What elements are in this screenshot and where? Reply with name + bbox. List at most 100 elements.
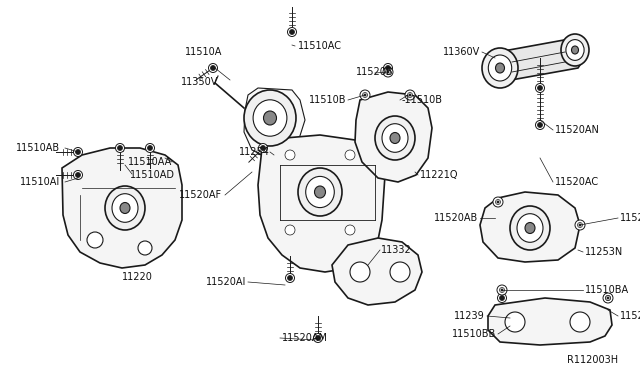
Polygon shape [258, 135, 385, 272]
Text: 11520AC: 11520AC [555, 177, 599, 187]
Text: 11239: 11239 [454, 311, 485, 321]
Circle shape [383, 67, 393, 77]
Circle shape [497, 285, 507, 295]
Ellipse shape [482, 48, 518, 88]
Ellipse shape [314, 186, 326, 198]
Ellipse shape [264, 111, 276, 125]
Circle shape [536, 121, 545, 129]
Polygon shape [332, 238, 422, 305]
Text: 11520A: 11520A [620, 311, 640, 321]
Circle shape [285, 225, 295, 235]
Ellipse shape [561, 34, 589, 66]
Circle shape [345, 150, 355, 160]
Polygon shape [62, 148, 182, 268]
Circle shape [500, 289, 503, 291]
Polygon shape [480, 192, 580, 262]
Circle shape [259, 144, 268, 153]
Circle shape [147, 145, 152, 151]
Text: 11510AI: 11510AI [20, 177, 60, 187]
Circle shape [74, 148, 83, 157]
Circle shape [360, 90, 370, 100]
Circle shape [408, 93, 413, 97]
Circle shape [362, 93, 367, 97]
Ellipse shape [525, 222, 535, 234]
Text: 11520AM: 11520AM [282, 333, 328, 343]
Text: 11510AC: 11510AC [298, 41, 342, 51]
Text: 11520B: 11520B [356, 67, 394, 77]
Text: 11520AB: 11520AB [434, 213, 478, 223]
Ellipse shape [572, 46, 579, 54]
Ellipse shape [382, 124, 408, 152]
Circle shape [209, 64, 218, 73]
Ellipse shape [495, 63, 504, 73]
Circle shape [350, 262, 370, 282]
Circle shape [115, 144, 125, 153]
Ellipse shape [120, 202, 130, 214]
Circle shape [76, 173, 81, 177]
Text: 11360V: 11360V [443, 47, 480, 57]
Circle shape [118, 145, 122, 151]
Ellipse shape [298, 168, 342, 216]
Circle shape [499, 288, 504, 292]
Text: 11510BB: 11510BB [452, 329, 496, 339]
Text: 11510A: 11510A [185, 47, 222, 57]
Text: 11332: 11332 [381, 245, 412, 255]
Circle shape [138, 241, 152, 255]
Circle shape [603, 293, 613, 303]
Ellipse shape [510, 206, 550, 250]
Circle shape [383, 64, 392, 73]
Circle shape [499, 295, 504, 301]
Text: 11350V: 11350V [180, 77, 218, 87]
Circle shape [575, 220, 585, 230]
Circle shape [579, 224, 581, 226]
Circle shape [390, 262, 410, 282]
Text: 11520AF: 11520AF [179, 190, 222, 200]
Text: -11510B: -11510B [402, 95, 443, 105]
Text: 11510AD: 11510AD [130, 170, 175, 180]
Circle shape [538, 86, 543, 90]
Circle shape [74, 170, 83, 180]
Circle shape [211, 65, 216, 71]
Circle shape [409, 94, 412, 96]
Ellipse shape [390, 132, 400, 144]
Circle shape [605, 295, 611, 301]
Text: 11510BA: 11510BA [585, 285, 629, 295]
Circle shape [364, 94, 366, 96]
Text: 11510AB: 11510AB [16, 143, 60, 153]
Polygon shape [244, 88, 305, 158]
Ellipse shape [105, 186, 145, 230]
Circle shape [505, 312, 525, 332]
Text: R112003H: R112003H [567, 355, 618, 365]
Ellipse shape [375, 116, 415, 160]
Circle shape [289, 29, 294, 35]
Circle shape [385, 65, 390, 71]
Circle shape [145, 144, 154, 153]
Polygon shape [492, 38, 585, 82]
Circle shape [314, 334, 323, 343]
Circle shape [604, 294, 612, 302]
Circle shape [260, 145, 266, 151]
Ellipse shape [244, 90, 296, 146]
Ellipse shape [306, 176, 334, 208]
Ellipse shape [253, 100, 287, 136]
Circle shape [385, 70, 390, 74]
Circle shape [497, 294, 506, 302]
Circle shape [76, 150, 81, 154]
Ellipse shape [112, 194, 138, 222]
Circle shape [538, 122, 543, 128]
Text: 11253N: 11253N [585, 247, 623, 257]
Text: 11510AA: 11510AA [128, 157, 172, 167]
Circle shape [495, 199, 500, 205]
Circle shape [405, 90, 415, 100]
Circle shape [570, 312, 590, 332]
Circle shape [87, 232, 103, 248]
Polygon shape [488, 298, 612, 345]
Text: 11520AA: 11520AA [620, 213, 640, 223]
Circle shape [345, 225, 355, 235]
Circle shape [577, 222, 582, 228]
Text: 11510B: 11510B [308, 95, 346, 105]
Circle shape [536, 83, 545, 93]
Text: 11220: 11220 [122, 272, 152, 282]
Circle shape [605, 295, 611, 301]
Circle shape [387, 71, 389, 73]
